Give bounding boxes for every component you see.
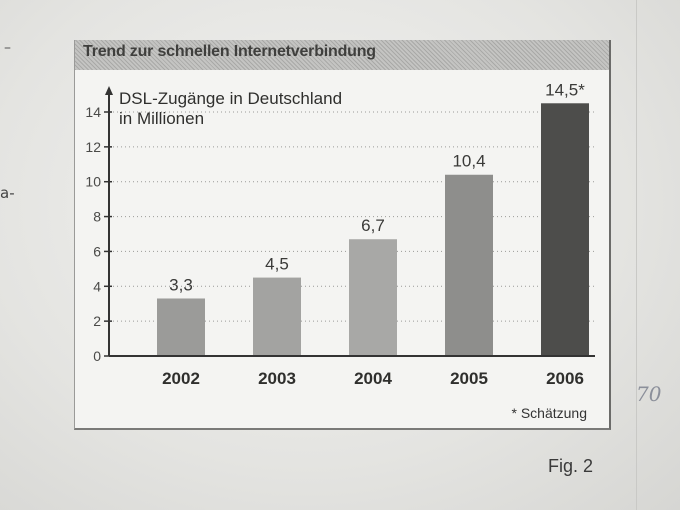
data-label: 6,7 — [361, 216, 385, 235]
y-axis-ticks: 0 2 4 6 8 10 12 14 — [85, 104, 112, 364]
chart-figure: Trend zur schnellen Internetverbindung 0… — [74, 40, 611, 430]
side-dash: – — [4, 40, 11, 56]
chart-title-band: Trend zur schnellen Internetverbindung — [75, 40, 609, 70]
x-tick-label: 2006 — [546, 369, 584, 388]
y-tick-label: 10 — [85, 174, 101, 190]
y-tick-label: 8 — [93, 209, 101, 225]
bar — [157, 298, 205, 356]
figure-caption: Fig. 2 — [548, 456, 594, 476]
x-tick-label: 2003 — [258, 369, 296, 388]
y-tick-label: 14 — [85, 104, 101, 120]
x-tick-label: 2005 — [450, 369, 488, 388]
page-margin-line — [636, 0, 637, 510]
x-tick-label: 2002 — [162, 369, 200, 388]
x-axis-labels: 2002 2003 2004 2005 2006 — [162, 369, 584, 388]
y-tick-label: 4 — [93, 278, 101, 294]
bar — [541, 103, 589, 357]
handwritten-margin-note: 70 — [636, 382, 662, 406]
data-label: 14,5* — [545, 80, 585, 99]
x-tick-label: 2004 — [354, 369, 392, 388]
footnote: * Schätzung — [512, 405, 588, 421]
bars — [157, 103, 589, 357]
bar — [253, 277, 301, 356]
data-label: 4,5 — [265, 255, 289, 274]
bar — [349, 239, 397, 356]
data-labels: 3,3 4,5 6,7 10,4 14,5* — [169, 80, 585, 294]
y-tick-label: 12 — [85, 139, 101, 155]
y-tick-label: 6 — [93, 243, 101, 259]
y-axis-arrow — [105, 86, 113, 95]
y-axis-label-line1: DSL-Zugänge in Deutschland — [119, 89, 342, 108]
side-text-fragment: a- — [0, 184, 15, 202]
data-label: 10,4 — [452, 152, 485, 171]
data-label: 3,3 — [169, 275, 193, 294]
y-axis-label-line2: in Millionen — [119, 109, 204, 128]
chart-title: Trend zur schnellen Internetverbindung — [83, 43, 376, 60]
y-tick-label: 2 — [93, 313, 101, 329]
y-tick-label: 0 — [93, 348, 101, 364]
bar — [445, 174, 493, 356]
